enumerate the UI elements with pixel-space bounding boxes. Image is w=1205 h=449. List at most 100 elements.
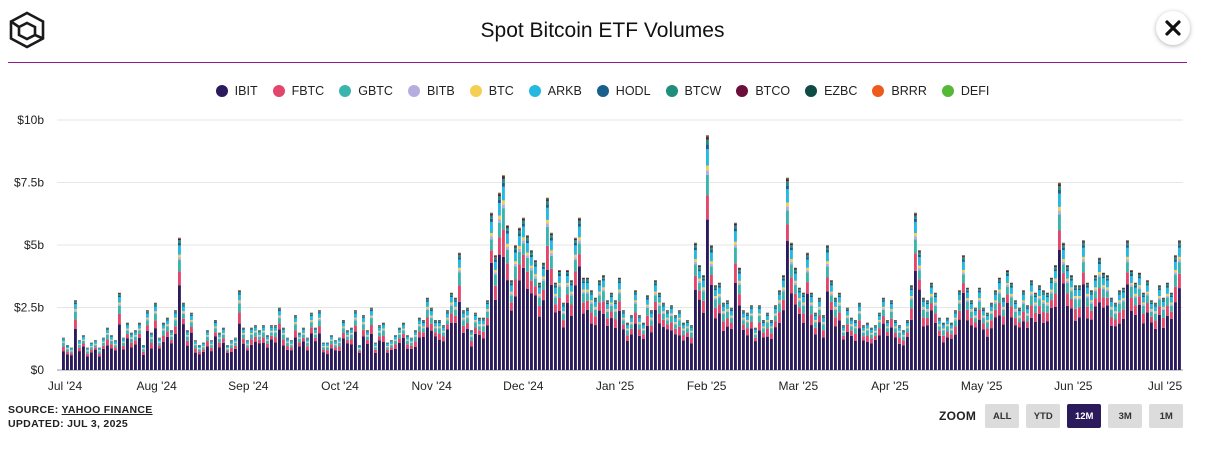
day-bar[interactable]	[686, 320, 689, 370]
day-bar[interactable]	[810, 292, 813, 371]
day-bar[interactable]	[398, 327, 401, 371]
day-bar[interactable]	[694, 242, 697, 371]
day-bar[interactable]	[1082, 240, 1085, 370]
day-bar[interactable]	[1018, 307, 1021, 371]
day-bar[interactable]	[990, 302, 993, 371]
legend-item-fbtc[interactable]: FBTC	[272, 84, 324, 98]
day-bar[interactable]	[282, 327, 285, 371]
day-bar[interactable]	[90, 342, 93, 371]
day-bar[interactable]	[854, 320, 857, 370]
day-bar[interactable]	[878, 312, 881, 371]
day-bar[interactable]	[1002, 297, 1005, 371]
day-bar[interactable]	[198, 345, 201, 370]
day-bar[interactable]	[1078, 285, 1081, 370]
day-bar[interactable]	[474, 312, 477, 371]
day-bar[interactable]	[558, 270, 561, 370]
day-bar[interactable]	[534, 260, 537, 370]
day-bar[interactable]	[754, 327, 757, 371]
day-bar[interactable]	[154, 302, 157, 371]
day-bar[interactable]	[1094, 275, 1097, 370]
day-bar[interactable]	[578, 217, 581, 371]
day-bar[interactable]	[1122, 287, 1125, 371]
day-bar[interactable]	[126, 322, 129, 371]
day-bar[interactable]	[766, 312, 769, 371]
day-bar[interactable]	[910, 285, 913, 370]
day-bar[interactable]	[1010, 282, 1013, 371]
day-bar[interactable]	[1106, 275, 1109, 370]
day-bar[interactable]	[326, 342, 329, 371]
day-bar[interactable]	[1130, 270, 1133, 370]
day-bar[interactable]	[430, 307, 433, 371]
day-bar[interactable]	[1070, 275, 1073, 370]
day-bar[interactable]	[590, 290, 593, 370]
day-bar[interactable]	[78, 340, 81, 370]
day-bar[interactable]	[570, 280, 573, 370]
day-bar[interactable]	[586, 277, 589, 371]
day-bar[interactable]	[510, 280, 513, 370]
day-bar[interactable]	[298, 332, 301, 371]
day-bar[interactable]	[838, 292, 841, 371]
day-bar[interactable]	[98, 347, 101, 371]
day-bar[interactable]	[974, 307, 977, 371]
day-bar[interactable]	[642, 322, 645, 371]
day-bar[interactable]	[162, 322, 165, 371]
day-bar[interactable]	[1042, 290, 1045, 370]
day-bar[interactable]	[662, 302, 665, 371]
day-bar[interactable]	[658, 292, 661, 371]
day-bar[interactable]	[598, 280, 601, 370]
day-bar[interactable]	[250, 327, 253, 371]
source-link[interactable]: YAHOO FINANCE	[61, 404, 153, 416]
day-bar[interactable]	[1038, 285, 1041, 370]
day-bar[interactable]	[978, 287, 981, 371]
day-bar[interactable]	[214, 320, 217, 370]
legend-item-hodl[interactable]: HODL	[596, 84, 651, 98]
day-bar[interactable]	[390, 340, 393, 370]
day-bar[interactable]	[342, 320, 345, 370]
legend-item-ezbc[interactable]: EZBC	[805, 84, 857, 98]
day-bar[interactable]	[366, 330, 369, 370]
day-bar[interactable]	[498, 192, 501, 371]
day-bar[interactable]	[730, 307, 733, 371]
day-bar[interactable]	[774, 305, 777, 370]
zoom-12m-button[interactable]: 12M	[1067, 404, 1102, 428]
day-bar[interactable]	[466, 307, 469, 371]
day-bar[interactable]	[782, 275, 785, 370]
day-bar[interactable]	[670, 305, 673, 370]
day-bar[interactable]	[1126, 240, 1129, 370]
day-bar[interactable]	[242, 327, 245, 371]
day-bar[interactable]	[1046, 292, 1049, 371]
legend-item-arkb[interactable]: ARKB	[528, 84, 582, 98]
day-bar[interactable]	[934, 292, 937, 371]
day-bar[interactable]	[870, 327, 873, 371]
day-bar[interactable]	[502, 175, 505, 370]
day-bar[interactable]	[1134, 282, 1137, 371]
day-bar[interactable]	[302, 327, 305, 371]
day-bar[interactable]	[734, 222, 737, 371]
day-bar[interactable]	[1066, 265, 1069, 370]
day-bar[interactable]	[374, 342, 377, 371]
day-bar[interactable]	[354, 310, 357, 370]
day-bar[interactable]	[802, 292, 805, 371]
day-bar[interactable]	[970, 300, 973, 370]
day-bar[interactable]	[834, 297, 837, 371]
day-bar[interactable]	[962, 255, 965, 370]
day-bar[interactable]	[794, 267, 797, 371]
day-bar[interactable]	[822, 315, 825, 370]
day-bar[interactable]	[626, 322, 629, 371]
day-bar[interactable]	[858, 302, 861, 371]
day-bar[interactable]	[306, 337, 309, 371]
brand-logo-icon[interactable]	[8, 11, 46, 49]
day-bar[interactable]	[898, 325, 901, 370]
day-bar[interactable]	[526, 235, 529, 370]
day-bar[interactable]	[874, 325, 877, 370]
day-bar[interactable]	[866, 322, 869, 371]
day-bar[interactable]	[954, 310, 957, 370]
legend-item-brrr[interactable]: BRRR	[872, 84, 927, 98]
day-bar[interactable]	[1006, 270, 1009, 370]
day-bar[interactable]	[1058, 182, 1061, 371]
legend-item-defi[interactable]: DEFI	[941, 84, 989, 98]
close-button[interactable]	[1156, 11, 1190, 45]
day-bar[interactable]	[966, 287, 969, 371]
legend-item-gbtc[interactable]: GBTC	[339, 84, 393, 98]
legend-item-btco[interactable]: BTCO	[736, 84, 790, 98]
